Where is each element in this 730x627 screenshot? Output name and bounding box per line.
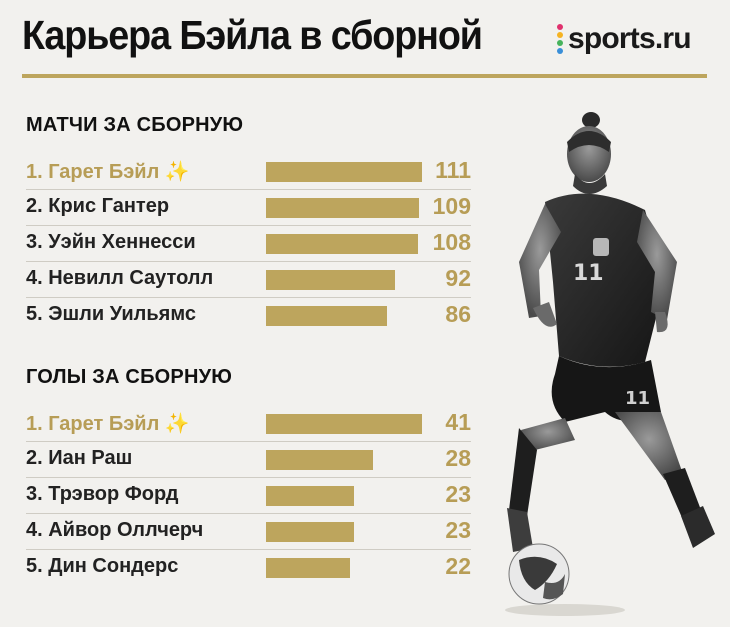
player-silhouette-image: 11 11 bbox=[505, 112, 715, 616]
logo-text: sports.ru bbox=[568, 22, 692, 55]
ranking-row: 2. Иан Раш 28 bbox=[26, 444, 471, 476]
bar bbox=[266, 486, 354, 506]
value-label: 28 bbox=[445, 445, 471, 471]
category-label: 1. Гарет Бэйл ✨ bbox=[26, 161, 190, 183]
logo-dot bbox=[557, 48, 563, 54]
svg-text:11: 11 bbox=[573, 261, 604, 286]
ranking-row: 1. Гарет Бэйл ✨ 111 bbox=[26, 156, 471, 188]
chart-title: ГОЛЫ ЗА СБОРНУЮ bbox=[26, 366, 233, 388]
bar bbox=[266, 450, 373, 470]
bar bbox=[266, 270, 395, 290]
row-divider bbox=[26, 477, 471, 478]
ranking-row: 3. Уэйн Хеннесси 108 bbox=[26, 228, 471, 260]
value-label: 22 bbox=[445, 553, 471, 579]
category-label: 5. Эшли Уильямс bbox=[26, 303, 196, 325]
row-divider bbox=[26, 189, 471, 190]
bar bbox=[266, 558, 350, 578]
category-label: 4. Айвор Оллчерч bbox=[26, 519, 204, 541]
value-label: 23 bbox=[445, 517, 471, 543]
value-label: 86 bbox=[445, 301, 471, 327]
row-divider bbox=[26, 297, 471, 298]
row-divider bbox=[26, 261, 471, 262]
ranking-row: 5. Эшли Уильямс 86 bbox=[26, 300, 471, 332]
value-label: 92 bbox=[445, 265, 471, 291]
svg-text:11: 11 bbox=[625, 388, 650, 409]
page-title: Карьера Бэйла в сборной bbox=[22, 12, 483, 58]
ranking-row: 3. Трэвор Форд 23 bbox=[26, 480, 471, 512]
row-divider bbox=[26, 225, 471, 226]
chart-title: МАТЧИ ЗА СБОРНУЮ bbox=[26, 114, 244, 136]
logo-dot bbox=[557, 40, 563, 46]
value-label: 41 bbox=[445, 409, 471, 435]
header-divider bbox=[22, 74, 707, 78]
bar bbox=[266, 162, 422, 182]
value-label: 108 bbox=[432, 229, 471, 255]
category-label: 3. Трэвор Форд bbox=[26, 483, 179, 505]
value-label: 109 bbox=[432, 193, 471, 219]
bar bbox=[266, 198, 419, 218]
bar bbox=[266, 306, 387, 326]
ranking-row: 4. Невилл Саутолл 92 bbox=[26, 264, 471, 296]
category-label: 2. Крис Гантер bbox=[26, 195, 170, 217]
category-label: 5. Дин Сондерс bbox=[26, 555, 179, 577]
ranking-row: 4. Айвор Оллчерч 23 bbox=[26, 516, 471, 548]
row-divider bbox=[26, 513, 471, 514]
category-label: 4. Невилл Саутолл bbox=[26, 267, 214, 289]
ranking-row: 5. Дин Сондерс 22 bbox=[26, 552, 471, 584]
ranking-row: 2. Крис Гантер 109 bbox=[26, 192, 471, 224]
value-label: 23 bbox=[445, 481, 471, 507]
bar bbox=[266, 414, 422, 434]
logo-dot bbox=[557, 32, 563, 38]
value-label: 111 bbox=[435, 157, 471, 183]
row-divider bbox=[26, 549, 471, 550]
bar bbox=[266, 522, 354, 542]
row-divider bbox=[26, 441, 471, 442]
logo-dot bbox=[557, 24, 563, 30]
bar bbox=[266, 234, 418, 254]
sports-ru-logo: sports.ru bbox=[557, 22, 692, 56]
logo-dots-icon bbox=[557, 24, 563, 54]
category-label: 2. Иан Раш bbox=[26, 447, 133, 469]
category-label: 1. Гарет Бэйл ✨ bbox=[26, 413, 190, 435]
ranking-row: 1. Гарет Бэйл ✨ 41 bbox=[26, 408, 471, 440]
category-label: 3. Уэйн Хеннесси bbox=[26, 231, 196, 253]
